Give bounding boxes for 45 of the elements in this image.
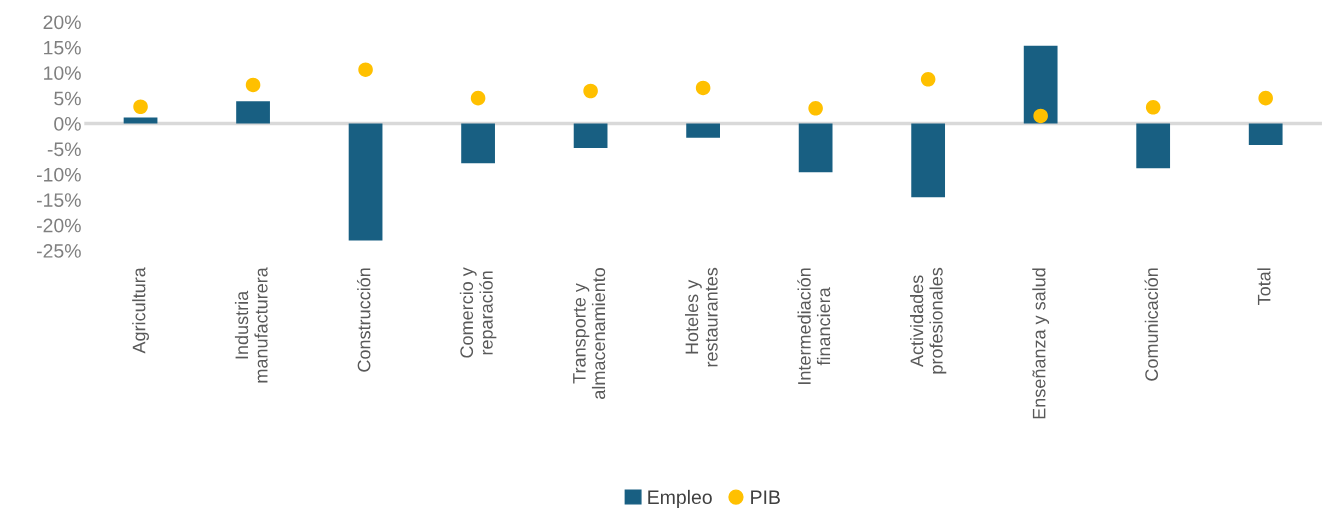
- x-tick-label: Enseñanza y salud: [1032, 268, 1050, 419]
- point: [133, 99, 148, 115]
- bar: [798, 123, 833, 173]
- point: [470, 90, 486, 106]
- bar: [573, 123, 608, 148]
- y-tick-label: 5%: [54, 91, 81, 106]
- x-tick-label: Construcción: [356, 268, 371, 372]
- legend-label: Empleo: [648, 489, 712, 508]
- point: [808, 101, 823, 116]
- y-tick-label: -15%: [36, 193, 81, 207]
- y-tick-label: 0%: [54, 117, 81, 131]
- bar: [461, 123, 495, 164]
- bar: [236, 101, 270, 124]
- bar: [686, 123, 720, 138]
- y-tick-label: 10%: [44, 66, 81, 80]
- bar: [911, 123, 946, 198]
- point: [695, 80, 711, 96]
- bar: [1136, 123, 1171, 169]
- x-tick-label: Hoteles y restaurantes: [684, 267, 718, 367]
- y-tick-label: 15%: [44, 40, 81, 55]
- bar: [123, 117, 158, 124]
- bar: [1248, 123, 1283, 145]
- legend-label: PIB: [751, 490, 780, 504]
- point: [583, 83, 598, 99]
- y-tick-label: -10%: [36, 167, 81, 182]
- bar: [348, 123, 383, 241]
- y-tick-label: -20%: [36, 218, 81, 233]
- bar: [1023, 45, 1058, 124]
- y-tick-label: -25%: [36, 244, 81, 258]
- point: [1258, 90, 1273, 106]
- point: [358, 62, 373, 77]
- x-tick-label: Industria manufacturera: [234, 267, 268, 383]
- point: [920, 72, 936, 87]
- y-tick-label: -5%: [47, 142, 81, 157]
- point: [245, 77, 261, 93]
- x-tick-label: Actividades profesionales: [910, 267, 947, 374]
- x-tick-label: Agricultura: [132, 267, 149, 354]
- x-tick-label: Transporte y almacenamiento: [573, 267, 606, 399]
- x-tick-label: Intermediación financiera: [797, 268, 831, 384]
- x-tick-label: Comercio y reparación: [459, 267, 497, 358]
- point: [1033, 108, 1048, 124]
- y-tick-label: 20%: [43, 15, 81, 30]
- x-tick-label: Comunicación: [1144, 268, 1159, 381]
- x-tick-label: Total: [1257, 268, 1271, 305]
- point: [1145, 100, 1161, 115]
